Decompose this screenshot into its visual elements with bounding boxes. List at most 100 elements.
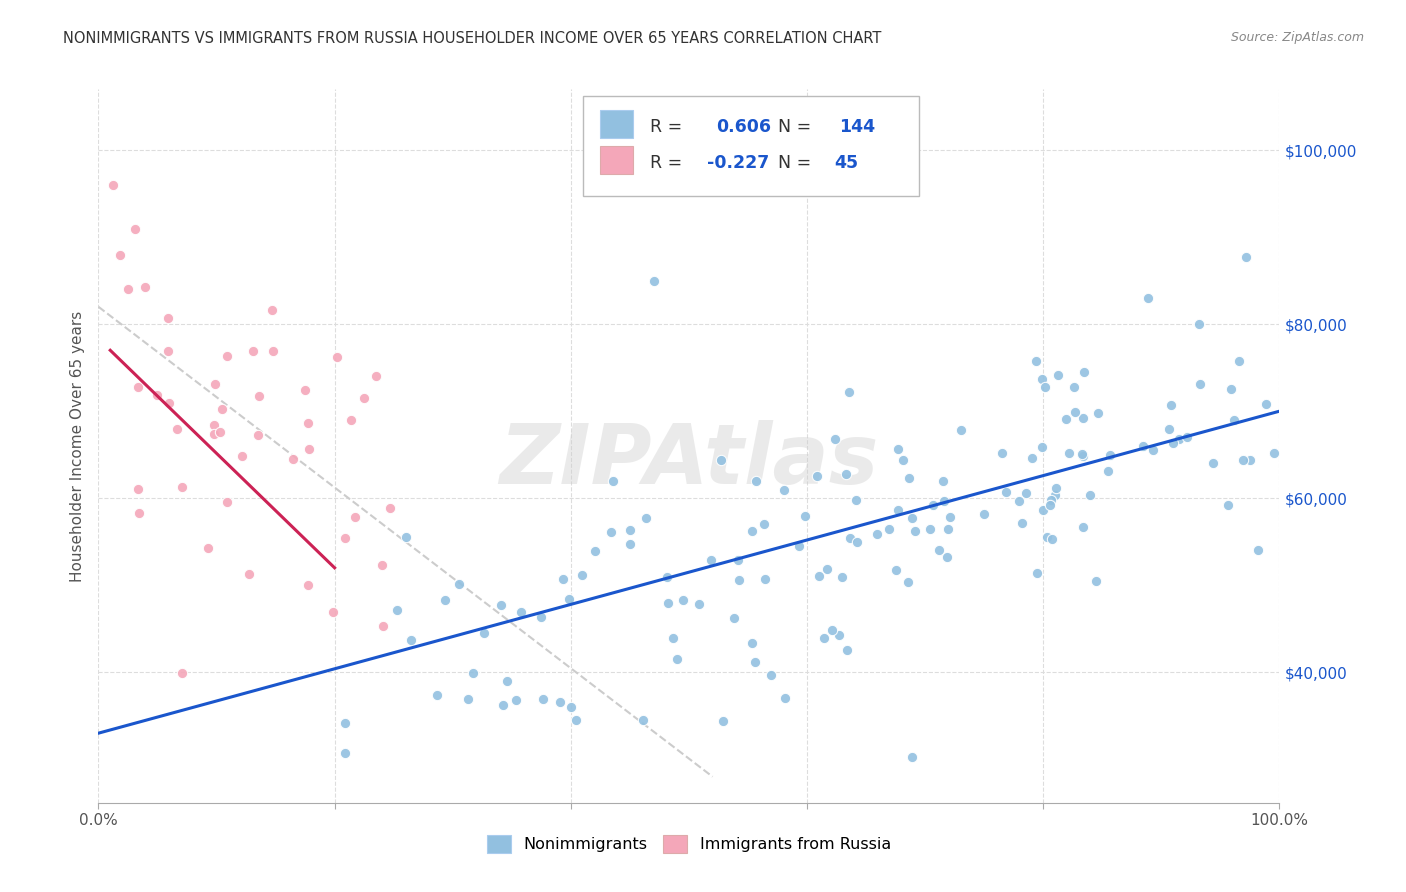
Point	[557, 591, 579, 606]
Point	[157, 396, 180, 410]
Point	[395, 530, 418, 544]
Point	[217, 494, 239, 508]
Point	[208, 425, 231, 440]
Point	[1071, 449, 1094, 463]
Text: R =: R =	[650, 153, 688, 171]
Point	[824, 433, 846, 447]
Point	[1202, 456, 1225, 470]
Point	[990, 446, 1012, 460]
Point	[672, 593, 695, 607]
FancyBboxPatch shape	[582, 96, 920, 196]
Point	[1227, 353, 1250, 368]
Point	[1031, 372, 1053, 386]
Point	[1239, 452, 1261, 467]
Point	[127, 482, 149, 496]
Point	[509, 605, 531, 619]
Point	[1040, 493, 1063, 508]
Point	[599, 525, 621, 540]
Point	[496, 673, 519, 688]
Point	[838, 384, 860, 399]
Point	[631, 714, 654, 728]
Point	[1098, 449, 1121, 463]
Legend: Nonimmigrants, Immigrants from Russia: Nonimmigrants, Immigrants from Russia	[481, 829, 897, 859]
Point	[1247, 542, 1270, 557]
Point	[835, 467, 858, 481]
Point	[1234, 250, 1257, 264]
Point	[793, 508, 815, 523]
Point	[1168, 433, 1191, 447]
Point	[124, 222, 146, 236]
Point	[1011, 516, 1033, 530]
Point	[297, 578, 319, 592]
Point	[922, 498, 945, 512]
Point	[157, 344, 180, 359]
Point	[335, 715, 357, 730]
Point	[298, 442, 321, 456]
Text: Source: ZipAtlas.com: Source: ZipAtlas.com	[1230, 31, 1364, 45]
Point	[932, 475, 955, 489]
Point	[787, 539, 810, 553]
Point	[565, 713, 588, 727]
Point	[1033, 380, 1056, 394]
Point	[939, 510, 962, 524]
Point	[773, 483, 796, 497]
Bar	[600, 146, 634, 174]
Point	[1189, 376, 1212, 391]
Text: 0.606: 0.606	[716, 118, 770, 136]
Point	[950, 423, 973, 437]
Point	[1031, 440, 1053, 454]
Point	[1078, 488, 1101, 502]
Point	[1071, 447, 1094, 461]
Point	[262, 343, 284, 358]
Point	[202, 427, 225, 442]
Text: -0.227: -0.227	[707, 153, 769, 171]
Point	[1025, 566, 1047, 580]
Point	[904, 524, 927, 538]
Point	[759, 667, 782, 681]
Point	[817, 562, 839, 576]
Point	[353, 392, 375, 406]
Point	[1073, 365, 1095, 379]
Point	[973, 508, 995, 522]
Point	[283, 452, 305, 467]
Point	[995, 484, 1018, 499]
Point	[215, 349, 238, 363]
Point	[127, 379, 149, 393]
Point	[1087, 406, 1109, 420]
Point	[1160, 399, 1182, 413]
Point	[936, 522, 959, 536]
Point	[371, 558, 394, 573]
Point	[108, 247, 131, 261]
Point	[1142, 442, 1164, 457]
Point	[897, 575, 920, 590]
Point	[325, 350, 347, 364]
Point	[145, 388, 167, 402]
Point	[657, 570, 679, 584]
Point	[845, 492, 868, 507]
Point	[744, 655, 766, 669]
Point	[1136, 291, 1159, 305]
Point	[333, 531, 356, 545]
Point	[297, 416, 319, 430]
Point	[134, 279, 156, 293]
Point	[884, 563, 907, 577]
Point	[1157, 421, 1180, 435]
Point	[813, 631, 835, 645]
Point	[932, 494, 955, 508]
Text: 45: 45	[834, 153, 858, 171]
Point	[1046, 368, 1069, 382]
Point	[1057, 446, 1080, 460]
Point	[727, 552, 749, 566]
Point	[745, 474, 768, 488]
Point	[1036, 530, 1059, 544]
Point	[1254, 397, 1277, 411]
Point	[1015, 485, 1038, 500]
Point	[322, 605, 344, 619]
Point	[447, 577, 470, 591]
Point	[1161, 436, 1184, 450]
Point	[246, 427, 269, 442]
Point	[1032, 503, 1054, 517]
Point	[935, 549, 957, 564]
Point	[583, 544, 606, 558]
Point	[385, 603, 408, 617]
